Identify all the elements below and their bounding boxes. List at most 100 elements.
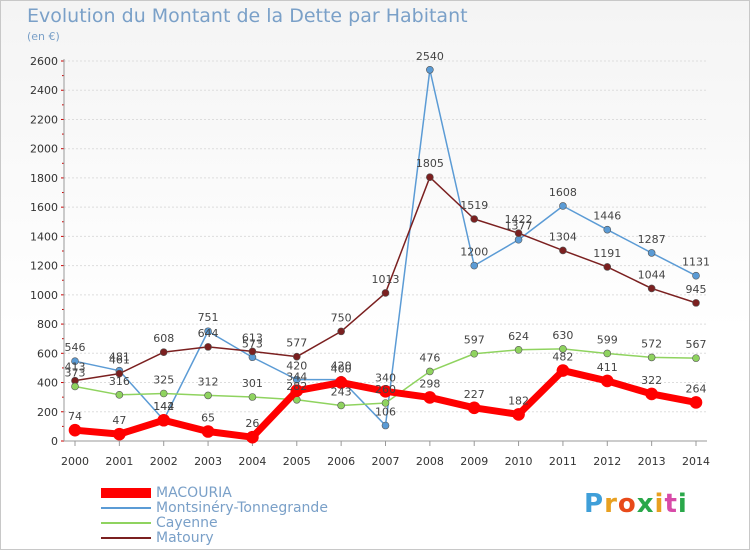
data-label: 74 — [68, 410, 82, 423]
x-tick-label: 2004 — [238, 455, 266, 468]
data-point — [647, 353, 656, 362]
x-tick-label: 2006 — [327, 455, 355, 468]
x-tick-label: 2010 — [505, 455, 533, 468]
y-tick-label: 1800 — [30, 172, 58, 185]
data-label: 1200 — [460, 246, 488, 259]
data-label: 420 — [331, 360, 352, 373]
legend-label: Montsinéry-Tonnegrande — [156, 500, 328, 516]
y-tick-label: 2200 — [30, 113, 58, 126]
data-point — [470, 349, 479, 358]
y-tick-label: 200 — [37, 406, 58, 419]
chart-subtitle: (en €) — [27, 30, 60, 43]
data-point — [292, 352, 301, 361]
data-point — [603, 225, 612, 234]
data-point — [559, 202, 567, 210]
x-tick-label: 2007 — [372, 455, 400, 468]
data-point — [423, 391, 437, 404]
data-label: 567 — [686, 338, 707, 351]
data-label: 65 — [201, 412, 215, 425]
logo-letter: t — [664, 489, 678, 519]
data-label: 476 — [419, 351, 440, 364]
data-label: 1446 — [593, 210, 621, 223]
data-point — [692, 299, 700, 307]
y-tick-label: 1200 — [30, 260, 58, 273]
legend-label: Matoury — [156, 530, 214, 546]
y-tick-label: 800 — [37, 318, 58, 331]
data-point — [113, 427, 126, 441]
data-point — [692, 354, 700, 362]
data-point — [115, 391, 124, 399]
data-label: 1044 — [638, 268, 666, 281]
y-tick-label: 400 — [37, 377, 58, 390]
x-tick-label: 2011 — [549, 455, 577, 468]
x-tick-label: 2012 — [593, 455, 621, 468]
data-label: 1287 — [638, 233, 666, 246]
data-point — [426, 367, 434, 376]
data-label: 106 — [375, 406, 396, 419]
data-point — [512, 408, 525, 421]
x-tick-label: 2003 — [194, 455, 222, 468]
grid — [64, 60, 707, 413]
data-label: 2540 — [416, 50, 444, 63]
data-point — [159, 348, 168, 356]
logo-letter: i — [654, 489, 665, 519]
data-point — [470, 215, 479, 223]
legend-swatch — [101, 507, 151, 509]
data-label: 577 — [286, 337, 307, 350]
data-label: 340 — [375, 371, 396, 384]
data-label: 572 — [641, 337, 662, 350]
data-label: 613 — [242, 331, 263, 344]
y-tick-label: 2000 — [30, 143, 58, 156]
data-label: 344 — [286, 371, 307, 384]
chart-title: Evolution du Montant de la Dette par Hab… — [27, 5, 468, 27]
data-labels: 546 481 144 751 573 420 420 106 2540 1200 1377 1608… — [65, 50, 711, 430]
data-label: 227 — [464, 388, 485, 401]
data-point — [426, 173, 434, 181]
data-point — [381, 421, 390, 430]
y-tick-label: 2600 — [30, 55, 58, 68]
data-label: 301 — [242, 377, 263, 390]
data-point — [337, 327, 345, 336]
data-label: 243 — [331, 385, 352, 398]
data-point — [603, 263, 612, 271]
data-label: 1191 — [593, 247, 621, 260]
data-point — [159, 389, 168, 398]
legend-label: MACOURIA — [156, 485, 232, 501]
data-point — [204, 391, 212, 400]
axes: 0 200 400 600 800 1000 1200 1400 1600 1800 2000 220… — [30, 55, 710, 468]
data-point — [381, 399, 390, 407]
data-point — [514, 229, 523, 237]
data-point — [426, 65, 434, 74]
y-tick-label: 2400 — [30, 84, 58, 97]
data-label: 144 — [153, 400, 174, 413]
data-label: 461 — [109, 354, 130, 367]
data-label: 1304 — [549, 230, 577, 243]
data-point — [292, 375, 301, 384]
data-point — [246, 430, 259, 444]
data-label: 1422 — [505, 213, 533, 226]
data-label: 482 — [552, 351, 573, 364]
data-label: 316 — [109, 375, 130, 388]
x-tick-label: 2008 — [416, 455, 444, 468]
logo-letter: o — [617, 489, 637, 519]
data-label: 26 — [245, 417, 259, 430]
data-label: 624 — [508, 330, 529, 343]
legend-swatch — [101, 537, 151, 539]
x-tick-label: 2009 — [460, 455, 488, 468]
data-label: 282 — [286, 380, 307, 393]
legend-label: Cayenne — [156, 515, 218, 531]
x-tick-label: 2013 — [638, 455, 666, 468]
logo-letter: x — [636, 489, 655, 519]
data-point — [647, 249, 656, 257]
data-point — [334, 376, 348, 389]
data-point — [204, 327, 212, 336]
data-label: 400 — [331, 363, 352, 376]
data-point — [381, 289, 390, 297]
legend-swatch — [101, 488, 151, 498]
data-label: 260 — [375, 383, 396, 396]
data-label: 597 — [464, 334, 485, 347]
data-point — [467, 401, 481, 415]
data-point — [514, 235, 523, 244]
data-label: 1377 — [505, 220, 533, 233]
data-point — [603, 349, 612, 358]
